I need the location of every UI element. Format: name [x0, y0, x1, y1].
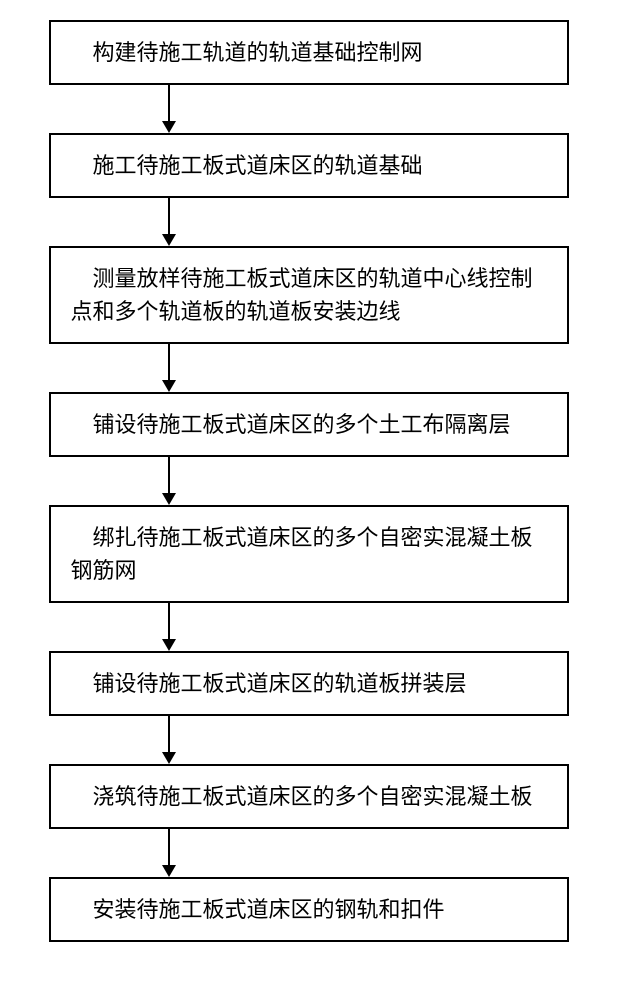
- arrow-icon: [162, 457, 176, 505]
- arrow-icon: [162, 198, 176, 246]
- arrow-line: [168, 716, 170, 752]
- arrow-head: [162, 752, 176, 764]
- arrow-line: [168, 85, 170, 121]
- flow-node: 铺设待施工板式道床区的轨道板拼装层: [49, 651, 569, 716]
- arrow-head: [162, 493, 176, 505]
- node-text: 构建待施工轨道的轨道基础控制网: [71, 36, 423, 69]
- node-text: 铺设待施工板式道床区的轨道板拼装层: [71, 667, 467, 700]
- arrow-line: [168, 344, 170, 380]
- node-text: 安装待施工板式道床区的钢轨和扣件: [71, 893, 445, 926]
- arrow-icon: [162, 603, 176, 651]
- arrow-icon: [162, 344, 176, 392]
- arrow-icon: [162, 716, 176, 764]
- arrow-line: [168, 457, 170, 493]
- flow-node: 构建待施工轨道的轨道基础控制网: [49, 20, 569, 85]
- flow-node: 浇筑待施工板式道床区的多个自密实混凝土板: [49, 764, 569, 829]
- flowchart-container: 构建待施工轨道的轨道基础控制网 施工待施工板式道床区的轨道基础 测量放样待施工板…: [0, 0, 617, 962]
- node-text: 浇筑待施工板式道床区的多个自密实混凝土板: [71, 780, 533, 813]
- node-text: 测量放样待施工板式道床区的轨道中心线控制点和多个轨道板的轨道板安装边线: [71, 262, 547, 328]
- flow-node: 铺设待施工板式道床区的多个土工布隔离层: [49, 392, 569, 457]
- arrow-head: [162, 234, 176, 246]
- arrow-head: [162, 121, 176, 133]
- arrow-head: [162, 380, 176, 392]
- arrow-line: [168, 603, 170, 639]
- flow-node: 施工待施工板式道床区的轨道基础: [49, 133, 569, 198]
- flow-node: 测量放样待施工板式道床区的轨道中心线控制点和多个轨道板的轨道板安装边线: [49, 246, 569, 344]
- arrow-head: [162, 639, 176, 651]
- node-text: 绑扎待施工板式道床区的多个自密实混凝土板钢筋网: [71, 521, 547, 587]
- arrow-icon: [162, 829, 176, 877]
- flow-node: 绑扎待施工板式道床区的多个自密实混凝土板钢筋网: [49, 505, 569, 603]
- arrow-head: [162, 865, 176, 877]
- arrow-line: [168, 829, 170, 865]
- flow-node: 安装待施工板式道床区的钢轨和扣件: [49, 877, 569, 942]
- node-text: 施工待施工板式道床区的轨道基础: [71, 149, 423, 182]
- arrow-line: [168, 198, 170, 234]
- arrow-icon: [162, 85, 176, 133]
- node-text: 铺设待施工板式道床区的多个土工布隔离层: [71, 408, 511, 441]
